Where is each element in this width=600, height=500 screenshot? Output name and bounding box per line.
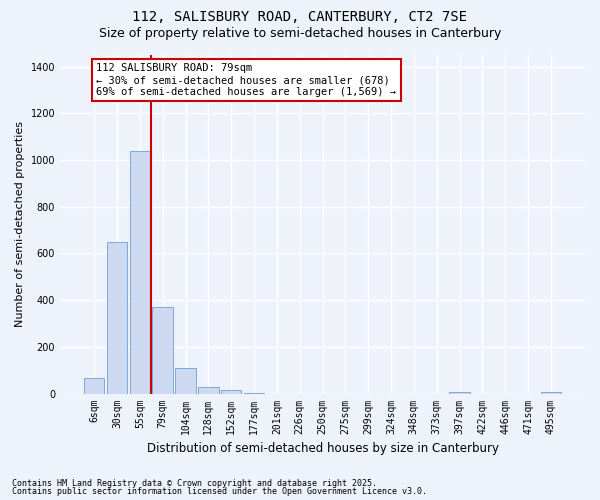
Bar [107,242,127,394]
Y-axis label: Number of semi-detached properties: Number of semi-detached properties [15,122,25,328]
Bar [175,368,196,394]
Bar [221,390,241,394]
Bar [449,392,470,394]
X-axis label: Distribution of semi-detached houses by size in Canterbury: Distribution of semi-detached houses by … [146,442,499,455]
Bar [84,378,104,394]
Bar [541,392,561,394]
Text: Size of property relative to semi-detached houses in Canterbury: Size of property relative to semi-detach… [99,28,501,40]
Text: 112, SALISBURY ROAD, CANTERBURY, CT2 7SE: 112, SALISBURY ROAD, CANTERBURY, CT2 7SE [133,10,467,24]
Bar [244,393,264,394]
Text: 112 SALISBURY ROAD: 79sqm
← 30% of semi-detached houses are smaller (678)
69% of: 112 SALISBURY ROAD: 79sqm ← 30% of semi-… [97,64,397,96]
Bar [152,307,173,394]
Bar [198,386,218,394]
Text: Contains public sector information licensed under the Open Government Licence v3: Contains public sector information licen… [12,487,427,496]
Bar [130,150,150,394]
Text: Contains HM Land Registry data © Crown copyright and database right 2025.: Contains HM Land Registry data © Crown c… [12,478,377,488]
